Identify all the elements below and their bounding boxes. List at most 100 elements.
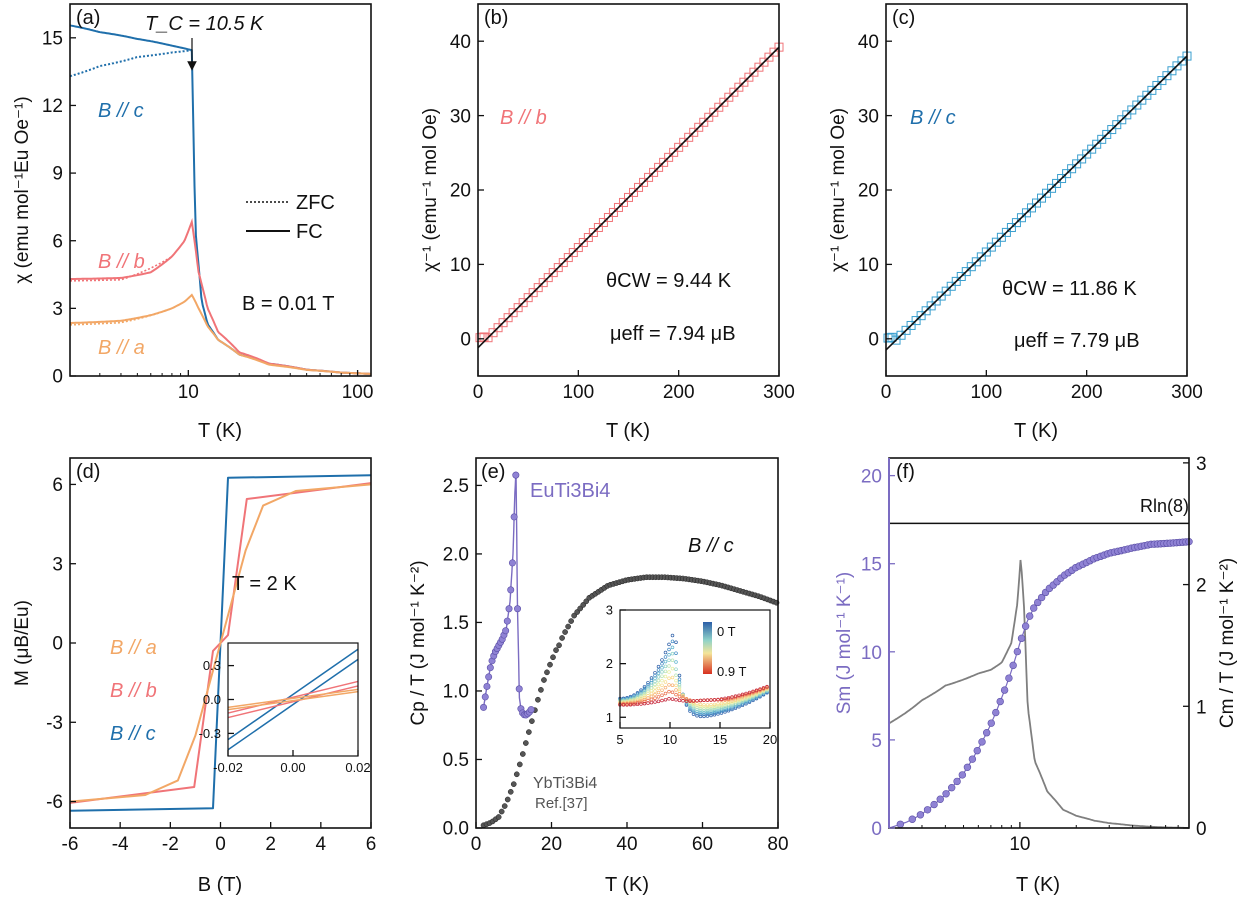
inset-point — [677, 687, 682, 691]
data-point — [629, 187, 639, 197]
inset-point — [670, 697, 675, 701]
e-inset-xtick-label: 15 — [713, 732, 727, 747]
inset-point — [709, 698, 713, 702]
d-inset-xtick-label: -0.02 — [213, 760, 243, 775]
data-point — [548, 268, 558, 278]
f-xtick-label: 10 — [1009, 834, 1030, 855]
inset-point — [653, 692, 657, 697]
inset-point — [698, 704, 703, 709]
inset-point — [670, 651, 675, 656]
panel-e-plot — [480, 471, 780, 829]
d-ytick-label: 3 — [52, 554, 63, 575]
inset-point — [688, 700, 692, 705]
eu-point — [515, 685, 523, 693]
sm-point — [963, 763, 972, 771]
colorbar-bottom: 0.9 T — [717, 664, 746, 679]
inset-point — [649, 676, 654, 680]
sm-point — [1005, 674, 1013, 682]
inset-point — [716, 704, 720, 708]
panel-e-inset: 5 10 15 20 1 2 3 0 T 0.9 T — [606, 603, 777, 747]
series-sm-line — [888, 541, 1190, 829]
inset-point — [702, 707, 706, 711]
inset-point — [705, 703, 710, 707]
inset-point — [712, 709, 717, 714]
inset-point — [642, 690, 647, 694]
inset-point — [674, 688, 678, 692]
theta-cw-b: θCW = 9.44 K — [606, 270, 732, 292]
d-ytick-label: -3 — [46, 713, 63, 734]
reference-point — [568, 618, 574, 624]
inset-point — [646, 693, 650, 698]
e-inset-xtick-label: 20 — [763, 732, 777, 747]
panel-a-xlabel: T (K) — [198, 420, 242, 442]
d-xtick-label: -4 — [112, 834, 129, 855]
reference-point — [538, 687, 544, 693]
inset-point — [653, 700, 657, 704]
panel-c-ylabel: χ⁻¹ (emu⁻¹ mol Oe) — [828, 108, 849, 272]
inset-point — [705, 698, 710, 702]
inset-point — [642, 701, 647, 706]
data-point — [754, 62, 764, 72]
data-point — [1042, 188, 1052, 198]
inset-point — [639, 698, 643, 703]
inset-point — [733, 694, 738, 698]
inset-point — [695, 707, 699, 712]
inset-point — [656, 675, 661, 679]
eu-point — [481, 693, 489, 701]
inset-point — [691, 702, 696, 707]
inset-point — [702, 698, 706, 703]
inset-point — [674, 667, 678, 671]
label-d-b-a: B // a — [110, 637, 157, 659]
label-d-b-c: B // c — [110, 723, 156, 745]
d-xtick-label: 6 — [366, 834, 377, 855]
data-point — [593, 222, 603, 232]
inset-point — [635, 691, 640, 695]
data-point — [1177, 56, 1187, 66]
eu-point — [514, 605, 522, 613]
inset-loop-line — [227, 685, 359, 719]
inset-point — [642, 693, 647, 698]
inset-point — [674, 660, 678, 664]
data-point — [684, 132, 694, 142]
data-point — [976, 252, 986, 262]
reference-point — [501, 803, 508, 809]
panel-f-ylabel-right: Cm / T (J mol⁻¹ K⁻²) — [1217, 558, 1238, 728]
data-point — [598, 217, 608, 227]
inset-point — [667, 676, 671, 681]
sm-point — [942, 790, 950, 798]
panel-e-xlabel: T (K) — [605, 874, 649, 896]
e-ytick-label: 0.5 — [443, 750, 469, 771]
sm-point — [982, 729, 991, 737]
data-point — [649, 167, 659, 177]
a-ytick-label: 0 — [52, 367, 63, 388]
inset-point — [677, 698, 682, 703]
data-point — [654, 162, 664, 172]
b-plot-xtick-label: 100 — [562, 382, 594, 403]
inset-point — [667, 670, 671, 674]
b-plot-xtick-label: 200 — [663, 382, 695, 403]
d-inset-ytick-label: 0.3 — [203, 658, 221, 673]
b-plot-ytick-label: 40 — [450, 32, 471, 53]
inset-point — [642, 684, 647, 689]
sm-point — [1009, 661, 1017, 670]
data-point — [493, 323, 503, 333]
inset-point — [740, 699, 745, 704]
eu-point — [485, 673, 493, 681]
sm-point — [958, 771, 967, 779]
panel-e: 0 20 40 60 80 0.0 0.5 1.0 1.5 2.0 2.5 (e) EuTi3Bi4… — [408, 457, 789, 896]
sm-point — [1030, 604, 1038, 612]
series-zfc-2 — [69, 255, 173, 282]
data-point — [986, 242, 996, 252]
reference-point — [516, 761, 523, 768]
reference-point — [504, 796, 511, 803]
f-ytick-label-left: 5 — [871, 731, 882, 752]
inset-point — [716, 712, 720, 716]
data-point — [896, 330, 906, 340]
data-point — [1052, 178, 1062, 188]
inset-point — [632, 702, 636, 707]
c-plot-ytick-label: 40 — [858, 32, 879, 53]
inset-point — [698, 708, 703, 713]
compound-label: EuTi3Bi4 — [530, 480, 610, 502]
d-xtick-label: 0 — [215, 834, 226, 855]
inset-point — [712, 704, 717, 709]
